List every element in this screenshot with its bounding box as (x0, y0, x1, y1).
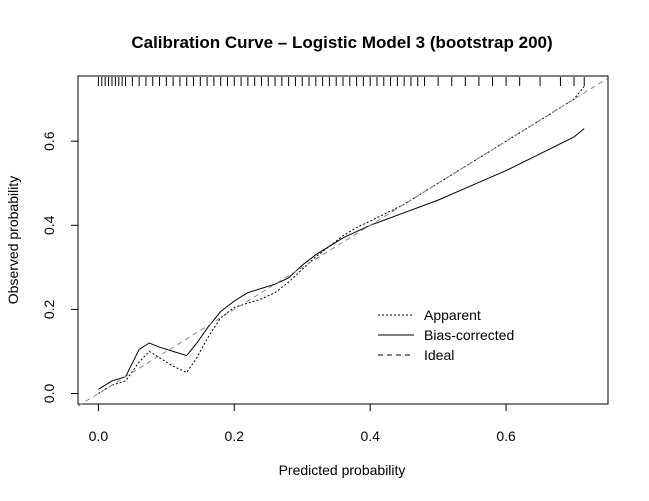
y-axis-label: Observed probability (5, 176, 21, 304)
y-tick-label: 0.0 (41, 384, 57, 404)
series-apparent (98, 86, 585, 394)
x-tick-label: 0.2 (225, 428, 245, 444)
y-axis: 0.0 0.2 0.4 0.6 (41, 131, 79, 404)
series-bias-corrected (98, 128, 585, 390)
x-tick-label: 0.4 (360, 428, 380, 444)
legend-label: Ideal (424, 347, 454, 363)
x-tick-label: 0.6 (496, 428, 516, 444)
legend-label: Bias-corrected (424, 327, 514, 343)
chart-title: Calibration Curve – Logistic Model 3 (bo… (131, 33, 552, 52)
x-axis: 0.0 0.2 0.4 0.6 (89, 403, 516, 444)
y-tick-label: 0.6 (41, 131, 57, 151)
series-lines (77, 77, 609, 407)
y-tick-label: 0.2 (41, 299, 57, 319)
legend: Apparent Bias-corrected Ideal (378, 307, 514, 363)
y-tick-label: 0.4 (41, 215, 57, 235)
legend-label: Apparent (424, 307, 481, 323)
series-ideal (77, 77, 609, 407)
x-tick-label: 0.0 (89, 428, 109, 444)
plot-frame (77, 75, 609, 405)
rug-ticks (97, 77, 585, 86)
x-axis-label: Predicted probability (279, 462, 406, 478)
